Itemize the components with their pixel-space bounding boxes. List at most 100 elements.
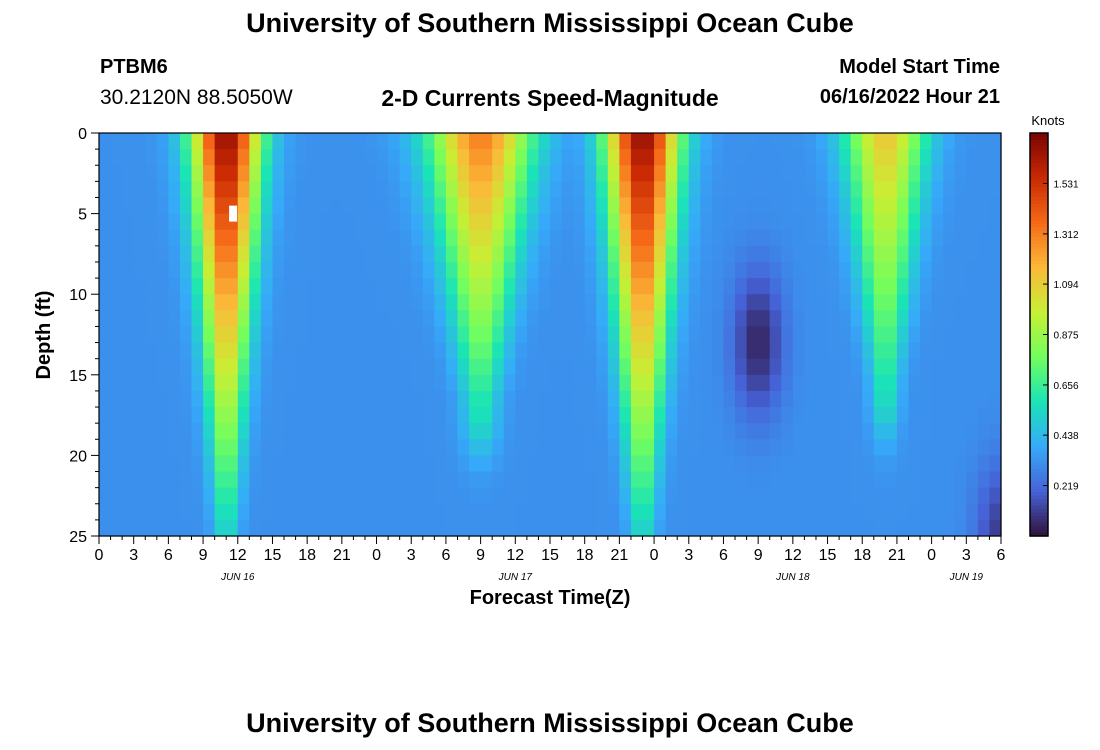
heatmap-cell — [237, 229, 250, 247]
heatmap-cell — [908, 358, 921, 376]
heatmap-cell — [896, 181, 910, 199]
heatmap-cell — [966, 213, 979, 231]
heatmap-cell — [758, 278, 771, 295]
heatmap-cell — [330, 310, 343, 328]
heatmap-cell — [538, 471, 551, 489]
heatmap-cell — [122, 503, 135, 521]
heatmap-cell — [561, 165, 574, 182]
heatmap-cell — [642, 310, 655, 328]
heatmap-cell — [411, 149, 424, 166]
heatmap-cell — [503, 374, 516, 392]
heatmap-cell — [873, 455, 886, 473]
heatmap-cell — [665, 358, 678, 376]
heatmap-cell — [399, 519, 412, 537]
heatmap-cell — [480, 407, 493, 424]
heatmap-cell — [665, 423, 678, 440]
y-tick-label: 15 — [69, 368, 87, 385]
heatmap-cell — [989, 519, 1002, 537]
heatmap-cell — [226, 294, 239, 311]
heatmap-cell — [688, 229, 701, 247]
heatmap-cell — [966, 455, 979, 473]
x-tick-label: 12 — [506, 547, 524, 564]
heatmap-cell — [723, 342, 736, 360]
heatmap-cell — [989, 133, 1002, 150]
heatmap-cell — [284, 487, 297, 505]
heatmap-cell — [723, 455, 736, 473]
heatmap-cell — [619, 181, 632, 199]
heatmap-cell — [260, 326, 274, 344]
heatmap-cell — [943, 213, 956, 231]
heatmap-cell — [989, 213, 1002, 231]
heatmap-cell — [341, 503, 355, 521]
heatmap-cell — [237, 487, 250, 505]
heatmap-cell — [827, 229, 840, 247]
heatmap-cell — [896, 133, 910, 150]
heatmap-cell — [688, 439, 701, 456]
heatmap-cell — [642, 455, 655, 473]
heatmap-cell — [908, 407, 921, 424]
colorbar-segment — [1030, 452, 1048, 456]
heatmap-cell — [758, 358, 771, 376]
heatmap-cell — [110, 245, 123, 263]
heatmap-cell — [445, 455, 459, 473]
colorbar-segment — [1030, 133, 1048, 137]
heatmap-cell — [573, 133, 586, 150]
heatmap-cell — [792, 229, 806, 247]
heatmap-cell — [99, 439, 112, 456]
heatmap-cell — [839, 294, 852, 311]
heatmap-cell — [619, 519, 632, 537]
heatmap-cell — [677, 197, 690, 215]
heatmap-cell — [815, 213, 829, 231]
heatmap-cell — [492, 197, 505, 215]
heatmap-cell — [388, 374, 401, 392]
heatmap-cell — [434, 519, 447, 537]
colorbar-segment — [1030, 180, 1048, 184]
heatmap-cell — [561, 407, 574, 424]
heatmap-cell — [99, 133, 112, 150]
heatmap-cell — [815, 342, 829, 360]
heatmap-cell — [573, 487, 586, 505]
heatmap-cell — [896, 326, 910, 344]
heatmap-cell — [896, 487, 910, 505]
heatmap-cell — [873, 342, 886, 360]
heatmap-cell — [920, 278, 933, 295]
heatmap-cell — [214, 487, 227, 505]
heatmap-cell — [850, 149, 863, 166]
heatmap-cell — [619, 439, 632, 456]
colorbar-segment — [1030, 173, 1048, 178]
heatmap-cell — [630, 519, 644, 537]
heatmap-cell — [561, 197, 574, 215]
heatmap-cell — [630, 487, 644, 505]
heatmap-cell — [214, 261, 227, 279]
heatmap-cell — [630, 503, 644, 521]
heatmap-cell — [318, 407, 331, 424]
heatmap-cell — [110, 261, 123, 279]
heatmap-cell — [573, 519, 586, 537]
heatmap-cell — [318, 342, 331, 360]
heatmap-cell — [746, 519, 759, 537]
heatmap-cell — [584, 326, 597, 344]
heatmap-cell — [607, 229, 620, 247]
heatmap-cell — [249, 133, 262, 150]
colorbar-segment — [1030, 482, 1048, 487]
heatmap-cell — [954, 245, 967, 263]
heatmap-cell — [550, 294, 563, 311]
heatmap-cell — [214, 471, 227, 489]
heatmap-cell — [515, 519, 528, 537]
heatmap-cell — [284, 261, 297, 279]
heatmap-cell — [839, 261, 852, 279]
heatmap-cell — [203, 165, 216, 182]
heatmap-cell — [168, 519, 181, 537]
heatmap-cell — [156, 245, 169, 263]
heatmap-cell — [237, 278, 250, 295]
heatmap-cell — [364, 229, 378, 247]
heatmap-cell — [133, 213, 146, 231]
colorbar-segment — [1030, 421, 1048, 426]
heatmap-cell — [237, 261, 250, 279]
colorbar-segment — [1030, 143, 1048, 148]
heatmap-cell — [573, 229, 586, 247]
heatmap-cell — [839, 278, 852, 295]
heatmap-cell — [804, 165, 817, 182]
heatmap-cell — [920, 245, 933, 263]
heatmap-cell — [654, 342, 667, 360]
